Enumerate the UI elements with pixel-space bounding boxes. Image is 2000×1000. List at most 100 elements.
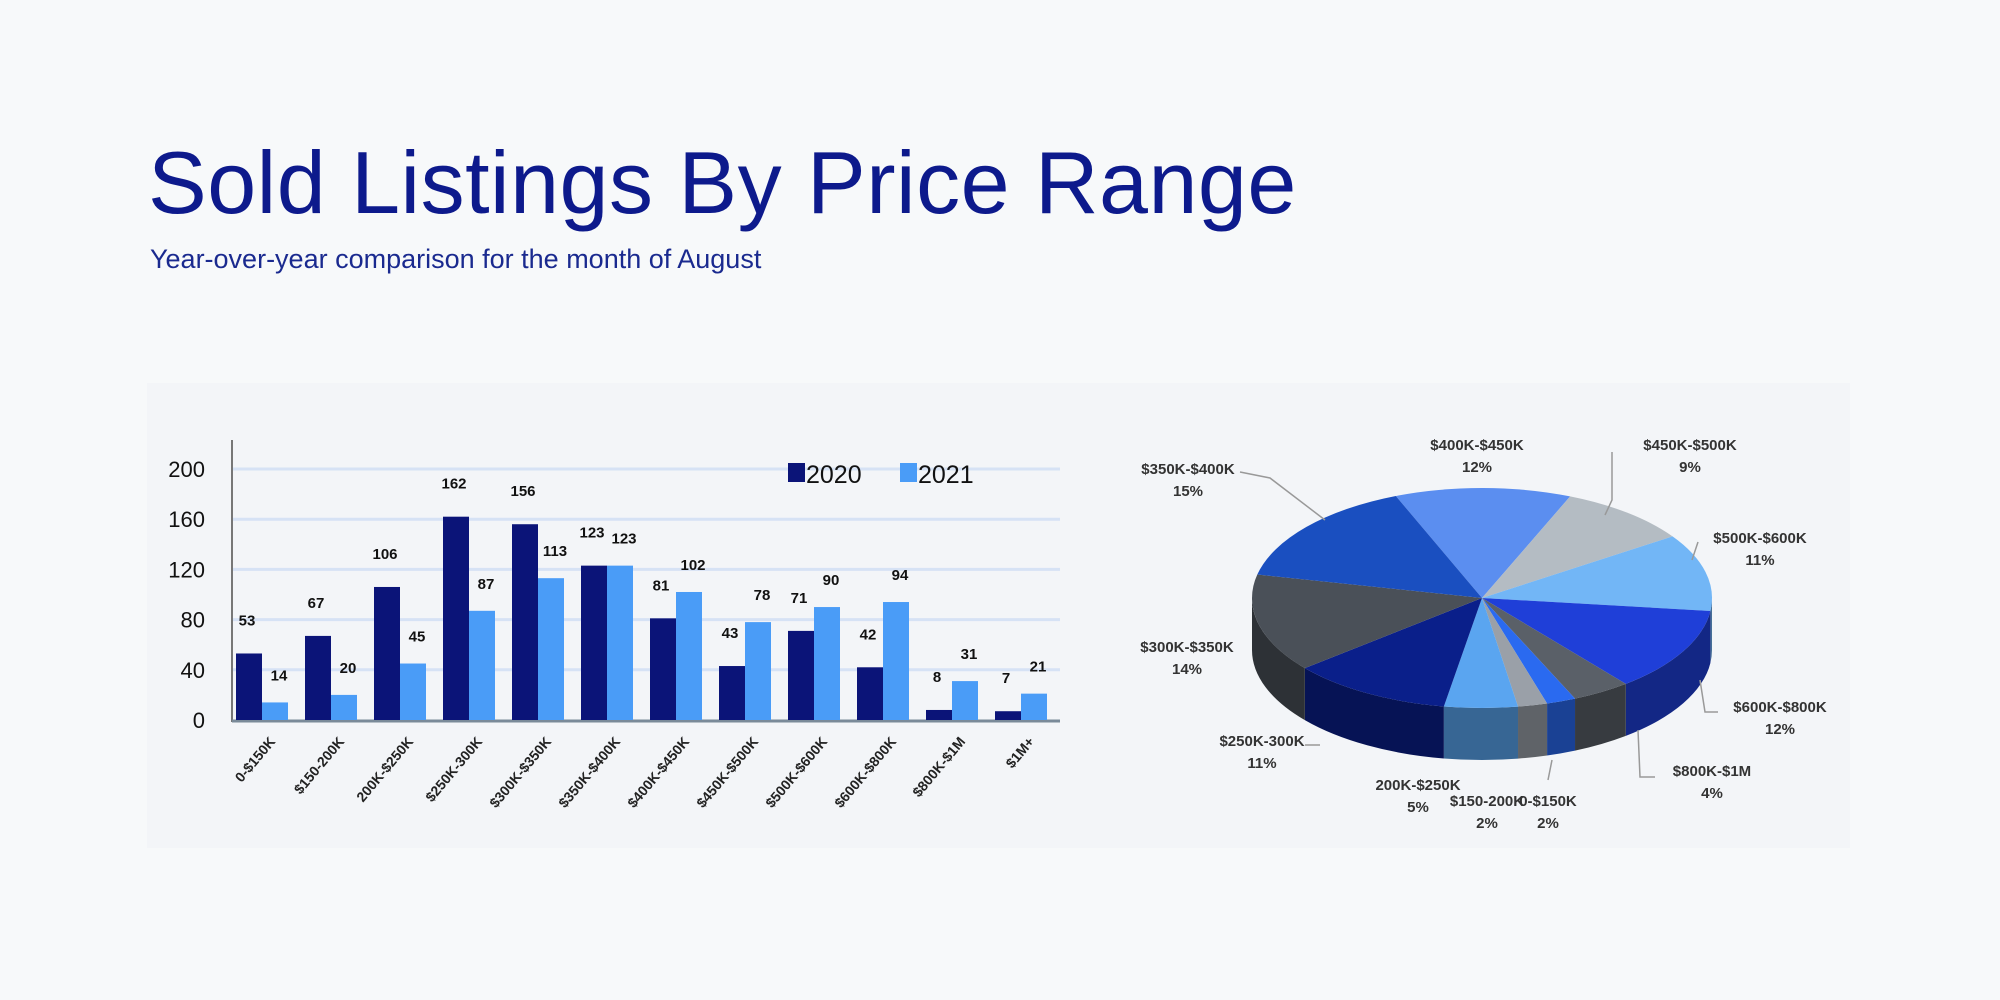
pie-label: 200K-$250K (1375, 777, 1460, 794)
data-label: 156 (510, 483, 535, 500)
bar-2021 (262, 702, 288, 720)
y-tick-label: 40 (181, 658, 205, 683)
bar-2021 (1021, 693, 1047, 720)
pie-percent: 2% (1537, 815, 1559, 832)
pie-slice (1443, 598, 1519, 708)
pie-slice-side (1518, 703, 1548, 759)
y-tick-label: 120 (168, 557, 205, 582)
legend-label: 2021 (918, 461, 974, 489)
pie-slice (1252, 574, 1482, 669)
data-label: 21 (1030, 659, 1047, 676)
data-label: 90 (823, 572, 840, 589)
legend-label: 2020 (806, 461, 862, 489)
bar-2021 (331, 694, 357, 720)
x-tick-label: 200K-$250K (353, 734, 416, 805)
y-tick-label: 0 (193, 708, 205, 733)
data-label: 81 (653, 577, 670, 594)
pie-slice (1482, 598, 1626, 699)
x-tick-label: $300K-$350K (486, 734, 554, 811)
pie-label: $800K-$1M (1673, 763, 1751, 780)
bar-2020 (374, 586, 400, 720)
pie-percent: 12% (1765, 721, 1795, 738)
bar-2021 (883, 602, 909, 720)
pie-label: $250K-300K (1219, 733, 1304, 750)
legend-swatch-2020 (788, 463, 805, 482)
bar-2021 (400, 663, 426, 720)
pie-slice (1304, 598, 1482, 707)
bar-2020 (995, 711, 1021, 720)
data-label: 20 (340, 660, 357, 677)
data-label: 162 (441, 476, 466, 493)
pie-slice (1482, 598, 1548, 707)
x-tick-label: $600K-$800K (831, 734, 899, 811)
data-label: 102 (680, 557, 705, 574)
pie-percent: 14% (1172, 661, 1202, 678)
data-label: 45 (409, 629, 426, 646)
leader-line (1547, 759, 1553, 781)
data-label: 71 (791, 590, 808, 607)
data-label: 7 (1002, 670, 1010, 687)
bar-2020 (581, 565, 607, 720)
pie-slice (1482, 598, 1711, 684)
pie-percent: 9% (1679, 459, 1701, 476)
pie-slice-side (1625, 610, 1711, 736)
x-tick-label: $150-200K (291, 734, 348, 797)
bar-2020 (926, 709, 952, 720)
pie-label: $150-200K (1450, 793, 1524, 810)
y-tick-label: 80 (181, 608, 205, 633)
bar-2021 (469, 610, 495, 720)
x-tick-label: $500K-$600K (762, 734, 830, 811)
leader-line (1604, 452, 1613, 516)
pie-percent: 15% (1173, 483, 1203, 500)
pie-percent: 11% (1247, 755, 1276, 772)
leader-line (1637, 729, 1655, 778)
bar-2020 (650, 618, 676, 720)
bar-2021 (952, 681, 978, 720)
bar-2020 (443, 516, 469, 720)
pie-slice-side (1575, 683, 1626, 751)
data-label: 14 (271, 667, 288, 684)
page-subtitle: Year-over-year comparison for the month … (150, 244, 762, 274)
bar-2021 (676, 591, 702, 720)
pie-label: $350K-$400K (1141, 461, 1235, 478)
pie-label: $450K-$500K (1643, 437, 1737, 454)
pie-slice-side (1443, 706, 1519, 760)
bar-2021 (538, 578, 564, 720)
pie-label: 0-$150K (1519, 793, 1577, 810)
pie-percent: 2% (1476, 815, 1498, 832)
data-label: 123 (611, 531, 636, 548)
data-label: 42 (860, 626, 877, 643)
bar-2020 (857, 667, 883, 720)
bar-2020 (512, 524, 538, 720)
data-label: 87 (478, 576, 495, 593)
x-tick-label: $350K-$400K (555, 734, 623, 811)
y-tick-label: 160 (168, 507, 205, 532)
page-title: Sold Listings By Price Range (148, 133, 1297, 232)
pie-slice-side (1710, 598, 1712, 663)
bar-2020 (236, 653, 262, 720)
leader-line (1699, 679, 1718, 713)
pie-slice (1482, 598, 1576, 704)
pie-label: $300K-$350K (1140, 639, 1234, 656)
pie-label: $500K-$600K (1713, 530, 1807, 547)
bar-2020 (788, 630, 814, 720)
data-label: 94 (892, 567, 909, 584)
data-label: 106 (372, 546, 397, 563)
x-tick-label: $800K-$1M (909, 734, 968, 800)
x-tick-label: $1M+ (1002, 734, 1037, 771)
pie-slice-side (1547, 698, 1576, 756)
data-label: 78 (754, 587, 771, 604)
data-label: 53 (239, 612, 256, 629)
data-label: 123 (579, 525, 604, 542)
pie-slice (1482, 536, 1712, 611)
bar-2020 (719, 666, 745, 720)
leader-line (1239, 471, 1326, 521)
x-tick-label: 0-$150K (232, 734, 279, 785)
pie-percent: 12% (1462, 459, 1492, 476)
pie-percent: 4% (1701, 785, 1723, 802)
data-label: 113 (543, 543, 567, 560)
x-tick-label: $450K-$500K (693, 734, 761, 811)
pie-slice-side (1252, 598, 1305, 721)
x-tick-label: $250K-300K (422, 734, 485, 805)
